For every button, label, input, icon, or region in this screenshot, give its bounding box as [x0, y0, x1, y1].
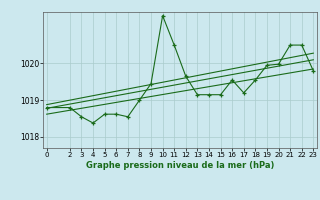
- X-axis label: Graphe pression niveau de la mer (hPa): Graphe pression niveau de la mer (hPa): [86, 161, 274, 170]
